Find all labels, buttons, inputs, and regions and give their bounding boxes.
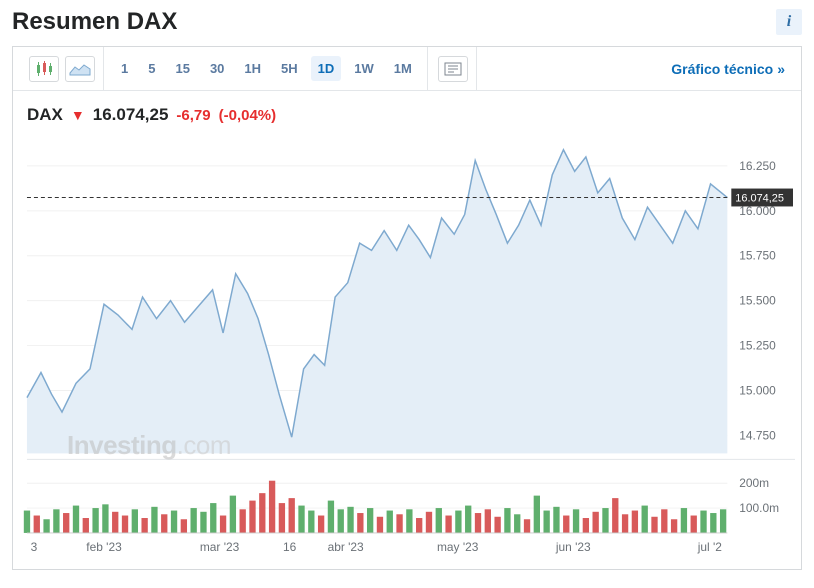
area-chart-icon[interactable] [65,56,95,82]
timeframe-1M[interactable]: 1M [387,56,419,81]
toolbar: 1515301H5H1D1W1M Gráfico técnico » [13,47,801,91]
price-change: -6,79 [176,107,210,124]
header: Resumen DAX i [12,8,802,36]
arrow-down-icon: ▼ [71,107,85,123]
timeframe-30[interactable]: 30 [203,56,231,81]
svg-text:jul '2: jul '2 [697,540,723,554]
timeframe-15[interactable]: 15 [168,56,196,81]
svg-text:15.250: 15.250 [739,339,776,353]
timeframe-group: 1515301H5H1D1W1M [106,47,428,90]
misc-group [430,47,477,90]
news-toggle-icon[interactable] [438,56,468,82]
svg-text:200m: 200m [739,476,769,490]
timeframe-1D[interactable]: 1D [311,56,342,81]
tech-link-group: Gráfico técnico » [663,47,793,90]
svg-text:14.750: 14.750 [739,428,776,442]
page-title: Resumen DAX [12,8,177,36]
svg-text:16.250: 16.250 [739,159,776,173]
technical-chart-link[interactable]: Gráfico técnico » [671,61,785,77]
svg-text:jun '23: jun '23 [555,540,591,554]
chart-area: 14.75015.00015.25015.50015.75016.00016.2… [13,129,801,569]
svg-text:abr '23: abr '23 [328,540,364,554]
svg-text:feb '23: feb '23 [86,540,122,554]
svg-text:mar '23: mar '23 [200,540,240,554]
symbol: DAX [27,105,63,125]
widget-root: Resumen DAX i 1515301H5H1D1W1M Gráfic [0,0,814,578]
svg-text:15.750: 15.750 [739,249,776,263]
svg-text:15.500: 15.500 [739,294,776,308]
timeframe-1[interactable]: 1 [114,56,135,81]
technical-chart-label: Gráfico técnico [671,61,773,77]
chart-type-group [21,47,104,90]
last-price: 16.074,25 [93,105,169,125]
info-button[interactable]: i [776,9,802,35]
svg-text:may '23: may '23 [437,540,479,554]
svg-text:15.000: 15.000 [739,383,776,397]
svg-text:16.074,25: 16.074,25 [735,192,784,204]
timeframe-5[interactable]: 5 [141,56,162,81]
candlestick-icon[interactable] [29,56,59,82]
timeframe-1H[interactable]: 1H [237,56,268,81]
chart-panel: 1515301H5H1D1W1M Gráfico técnico » DAX ▼… [12,46,802,570]
price-change-pct: (-0,04%) [219,107,277,124]
quote-row: DAX ▼ 16.074,25 -6,79 (-0,04%) [13,91,801,129]
svg-text:100.0m: 100.0m [739,501,779,515]
chevron-right-icon: » [777,61,785,77]
price-volume-chart[interactable]: 14.75015.00015.25015.50015.75016.00016.2… [19,135,795,563]
svg-text:3: 3 [31,540,38,554]
timeframe-5H[interactable]: 5H [274,56,305,81]
svg-text:16: 16 [283,540,297,554]
timeframe-1W[interactable]: 1W [347,56,381,81]
